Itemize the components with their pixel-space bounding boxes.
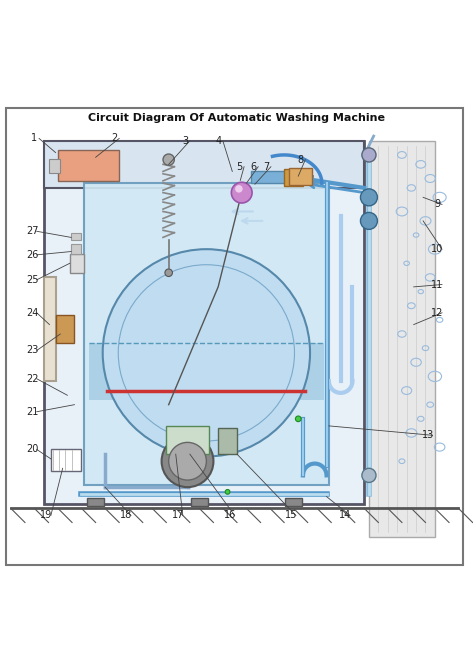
Circle shape (225, 490, 230, 494)
Circle shape (231, 182, 252, 203)
Text: 8: 8 (298, 155, 304, 164)
Bar (48, 159, 60, 173)
Bar (191, 498, 208, 506)
Text: 17: 17 (172, 510, 184, 520)
Text: 9: 9 (434, 200, 440, 209)
Text: 22: 22 (26, 374, 38, 384)
Bar (166, 426, 209, 454)
Circle shape (165, 269, 173, 277)
FancyArrowPatch shape (309, 182, 362, 192)
Text: 6: 6 (250, 162, 256, 172)
Bar (70, 254, 84, 273)
Text: 27: 27 (26, 226, 38, 236)
Bar (44, 277, 55, 381)
Circle shape (295, 416, 301, 422)
Circle shape (360, 189, 377, 206)
Text: 3: 3 (182, 136, 188, 146)
Bar (218, 428, 237, 454)
Text: 25: 25 (26, 275, 38, 285)
Text: 24: 24 (26, 308, 38, 318)
Bar (285, 498, 302, 506)
Circle shape (362, 148, 376, 162)
Bar (51, 450, 82, 471)
Text: 10: 10 (431, 244, 443, 255)
Circle shape (235, 185, 243, 192)
Bar (44, 141, 364, 188)
Bar (71, 232, 81, 240)
Text: 13: 13 (422, 430, 434, 440)
Circle shape (103, 249, 310, 456)
Text: 11: 11 (431, 279, 443, 289)
Bar (251, 172, 289, 183)
Text: Circuit Diagram Of Automatic Washing Machine: Circuit Diagram Of Automatic Washing Mac… (89, 112, 385, 122)
Text: 4: 4 (215, 136, 221, 146)
Circle shape (162, 436, 213, 487)
Text: 14: 14 (339, 510, 352, 520)
Bar (84, 183, 329, 485)
Text: 21: 21 (26, 407, 38, 417)
Text: 18: 18 (120, 510, 132, 520)
Text: 20: 20 (26, 444, 38, 454)
Bar (87, 498, 104, 506)
Text: 7: 7 (263, 162, 269, 172)
Bar (284, 169, 303, 186)
Bar (89, 343, 324, 400)
Text: 23: 23 (26, 345, 38, 355)
Text: 5: 5 (236, 162, 243, 172)
Bar (289, 168, 312, 184)
Circle shape (163, 154, 174, 165)
Text: 19: 19 (40, 510, 52, 520)
Circle shape (360, 212, 377, 229)
Bar (369, 141, 435, 536)
Circle shape (169, 442, 206, 480)
Text: 2: 2 (111, 134, 118, 144)
Text: 1: 1 (31, 134, 37, 144)
Text: 16: 16 (224, 510, 236, 520)
Bar (55, 315, 74, 343)
Text: 12: 12 (431, 308, 444, 318)
Bar (71, 244, 81, 254)
Circle shape (362, 468, 376, 482)
Bar (44, 141, 364, 504)
Bar (58, 150, 119, 181)
Text: 15: 15 (285, 510, 297, 520)
Text: 26: 26 (26, 250, 38, 260)
